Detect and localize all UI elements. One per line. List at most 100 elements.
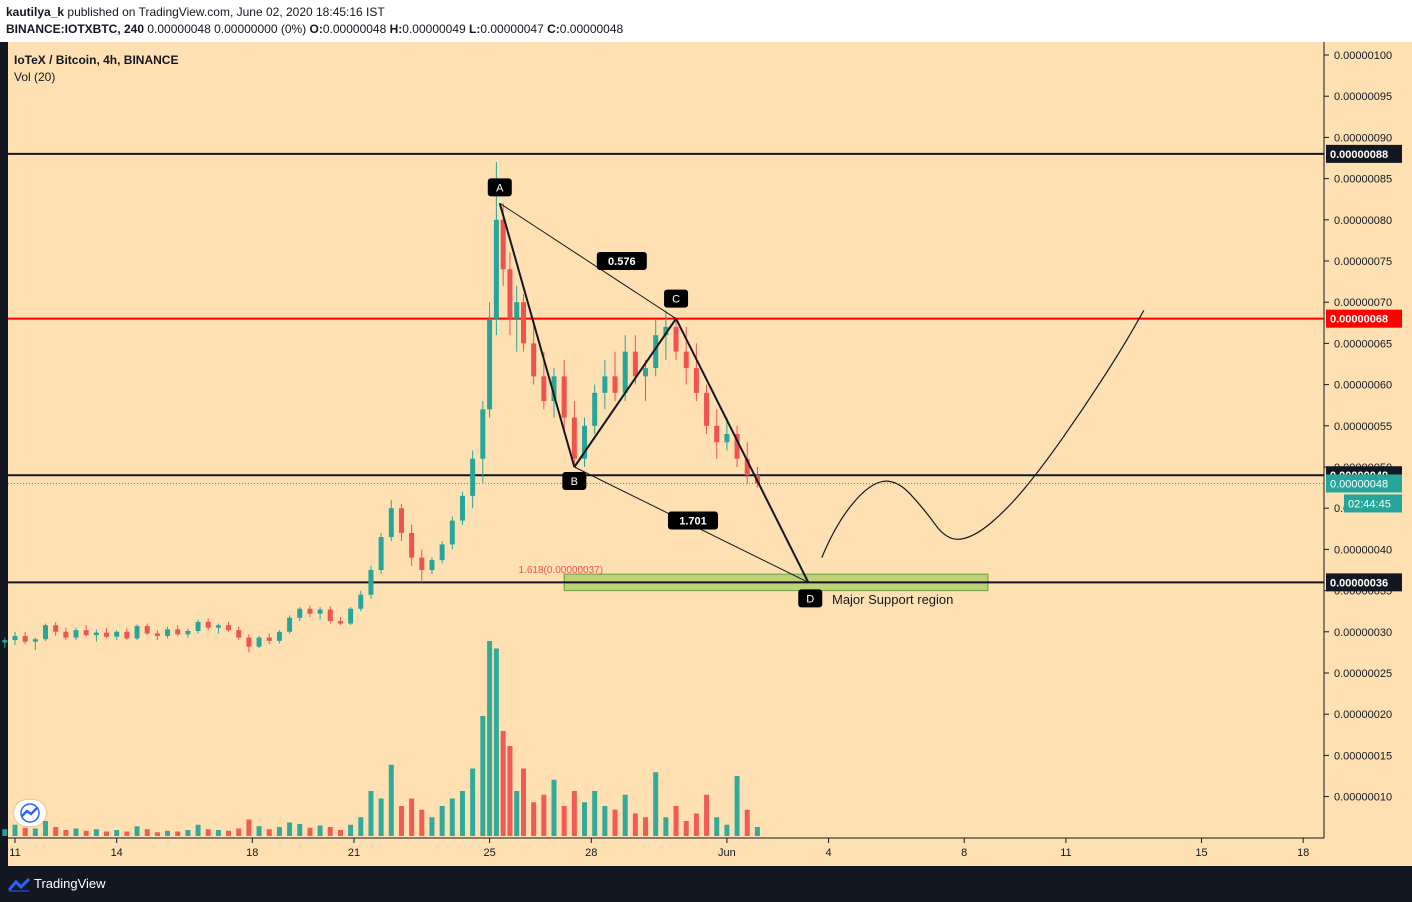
candle-body [307, 608, 313, 614]
y-tick-label: 0.00000095 [1334, 91, 1392, 103]
volume-bar [43, 821, 49, 836]
candle-body [541, 376, 547, 402]
tradingview-badge[interactable] [14, 800, 46, 826]
y-tick-label: 0.00000030 [1334, 627, 1392, 639]
volume-bar [419, 809, 425, 836]
close-label: C: [547, 22, 560, 36]
volume-bar [561, 806, 567, 836]
candle-body [185, 630, 191, 635]
volume-bar [368, 791, 374, 836]
y-tick-label: 0.00000080 [1334, 215, 1392, 227]
current-price-label: 0.00000048 [1330, 478, 1388, 490]
price-chart[interactable]: 0.00000100 0.00000095 0.00000090 0.00000085… [0, 42, 1412, 866]
y-tick-label: 0.00000010 [1334, 792, 1392, 804]
volume-bar [724, 824, 730, 836]
candle-body [653, 335, 659, 369]
volume-bar [439, 806, 445, 836]
harmonic-ratio-box [596, 252, 647, 270]
volume-bar [348, 824, 354, 836]
volume-bar [205, 829, 211, 836]
harmonic-leg [573, 318, 677, 468]
y-tick-label: 0.00000090 [1334, 132, 1392, 144]
harmonic-point-box [562, 472, 587, 490]
plot-background [8, 42, 1324, 838]
harmonic-ratio-label: 1.701 [679, 516, 707, 528]
y-tick-label: 0.00000075 [1334, 256, 1392, 268]
x-tick-label: 18 [246, 847, 258, 859]
candle-body [73, 630, 79, 638]
volume-bar [398, 806, 404, 836]
candle-body [43, 625, 49, 640]
volume-bar [493, 648, 499, 836]
volume-bar [693, 813, 699, 836]
y-tick-label: 0.00000100 [1334, 50, 1392, 62]
volume-bar [2, 829, 8, 836]
footer-bar: TradingView [0, 866, 1412, 902]
volume-bar [236, 828, 242, 836]
volume-bar [73, 828, 79, 836]
low-value: 0.00000047 [480, 22, 544, 36]
candle-body [693, 368, 699, 393]
high-label: H: [389, 22, 403, 36]
volume-bar [632, 813, 638, 836]
candle-body [612, 376, 618, 393]
volume-bar [459, 791, 465, 836]
candle-body [663, 326, 669, 336]
volume-bar [449, 798, 455, 836]
volume-bar [480, 716, 486, 836]
volume-bar [673, 806, 679, 836]
candle-body [480, 409, 486, 459]
candle-body [215, 625, 221, 628]
candle-body [144, 626, 150, 634]
y-tick-label: 0.00000040 [1334, 544, 1392, 556]
x-tick-label: 15 [1195, 847, 1207, 859]
candle-body [449, 520, 455, 545]
level-price-tag [1326, 144, 1402, 163]
volume-bar [144, 829, 150, 836]
volume-bar [551, 779, 557, 836]
candle-body [12, 635, 18, 641]
volume-bar [541, 794, 547, 836]
candle-body [724, 434, 730, 443]
volume-bar [358, 817, 364, 836]
volume-bar [134, 826, 140, 836]
volume-bar [571, 791, 577, 836]
candle-body [154, 633, 160, 636]
candle-body [714, 425, 720, 443]
legend-volume: Vol (20) [14, 70, 56, 84]
volume-bar [246, 819, 252, 836]
x-tick-label: 4 [826, 847, 832, 859]
candle-body [571, 417, 577, 459]
harmonic-point-label: C [672, 294, 680, 306]
volume-bar [734, 776, 740, 836]
candle-body [2, 640, 8, 643]
volume-bar [470, 768, 476, 836]
volume-bar [104, 831, 110, 836]
candle-body [256, 637, 262, 647]
volume-bar [754, 827, 760, 836]
candle-body [582, 425, 588, 459]
volume-bar [500, 731, 506, 836]
candle-body [632, 351, 638, 377]
publisher-name[interactable]: kautilya_k [6, 5, 65, 19]
volume-bar [22, 827, 28, 836]
candle-body [297, 608, 303, 618]
harmonic-point-label: A [496, 182, 504, 194]
candle-body [165, 629, 171, 636]
candle-body [531, 343, 537, 377]
volume-bar [388, 764, 394, 836]
volume-bar [297, 824, 303, 836]
level-price-label: 0.00000068 [1330, 314, 1388, 326]
x-tick-label: 11 [1060, 847, 1071, 859]
candle-body [358, 594, 364, 609]
candle-body [683, 351, 689, 369]
volume-bar [602, 806, 608, 836]
high-value: 0.00000049 [402, 22, 466, 36]
tradingview-brand[interactable]: TradingView [34, 876, 106, 891]
volume-bar [582, 802, 588, 836]
tradingview-mini-icon [20, 803, 40, 823]
volume-bar [185, 830, 191, 836]
volume-bar [165, 830, 171, 836]
y-tick-label: 0.00000020 [1334, 709, 1392, 721]
x-tick-label: 18 [1297, 847, 1309, 859]
